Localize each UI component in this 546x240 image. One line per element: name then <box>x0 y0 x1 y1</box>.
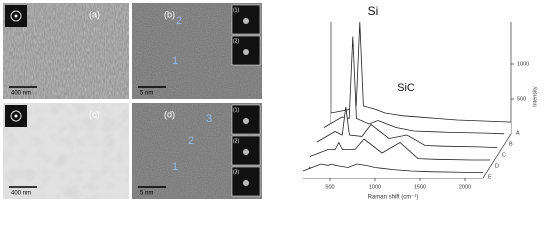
diffraction-ring <box>10 110 22 122</box>
series-label: E <box>488 174 492 180</box>
spectrum-line <box>309 138 490 161</box>
region-marker: 2 <box>176 15 182 27</box>
figure: (a) 400 nm (b) 5 nm (1) (2) 2 1 (c) 400 nm (d) 5 nm… <box>3 3 538 201</box>
fft-spot <box>243 18 249 24</box>
x-tick-label: 1000 <box>369 184 381 190</box>
fft-spot <box>243 180 249 186</box>
series-label: C <box>502 152 506 158</box>
annotation: SiC <box>397 82 415 94</box>
raman-chart: 500 1000 Intensity 500 1000 1500 2000 Raman shi… <box>302 4 538 201</box>
page: (a) 400 nm (b) 5 nm (1) (2) 2 1 (c) 400 nm (d) 5 nm… <box>3 3 539 201</box>
scale-bar-label: 400 nm <box>11 191 31 197</box>
x-tick-label: 2000 <box>459 184 471 190</box>
spectrum-line <box>302 163 483 173</box>
x-tick-label: 1500 <box>414 184 426 190</box>
annotation: Si <box>368 4 379 18</box>
region-marker: 3 <box>206 113 212 125</box>
fft-inset <box>231 104 261 135</box>
spectrum-line <box>316 106 498 148</box>
scale-bar-label: 400 nm <box>11 91 31 97</box>
inset-label: (3) <box>233 169 239 175</box>
region-marker: 1 <box>172 161 178 173</box>
region-marker: 2 <box>188 135 194 147</box>
scale-bar-label: 5 nm <box>140 91 153 97</box>
inset-label: (1) <box>233 7 239 13</box>
y-axis-label: Intensity <box>532 86 538 107</box>
panel-label: (b) <box>164 9 175 19</box>
inset-label: (2) <box>233 38 239 44</box>
y-tick-label: 1000 <box>517 61 529 67</box>
diffraction-ring <box>14 14 18 18</box>
scale-bar-label: 5 nm <box>140 191 153 197</box>
region-marker: 1 <box>172 55 178 67</box>
spectrum-line <box>323 36 505 135</box>
fft-spot <box>243 49 249 55</box>
spectrum-line <box>330 21 512 123</box>
panel-label: (a) <box>89 9 100 19</box>
x-axis-label: Raman shift (cm⁻¹) <box>368 195 419 201</box>
x-tick-label: 500 <box>325 184 334 190</box>
y-tick-label: 500 <box>517 96 526 102</box>
diffraction-ring <box>10 10 22 22</box>
tem-panels: (a) 400 nm (b) 5 nm (1) (2) 2 1 (c) 400 nm (d) 5 nm… <box>3 3 262 199</box>
inset-label: (2) <box>233 138 239 144</box>
inset-label: (1) <box>233 107 239 113</box>
series-label: D <box>495 163 499 169</box>
panel-label: (d) <box>164 109 175 119</box>
diffraction-ring <box>14 114 18 118</box>
fft-spot <box>243 149 249 155</box>
fft-spot <box>243 118 249 124</box>
series-occluder <box>310 139 490 167</box>
panel-label: (c) <box>89 109 100 119</box>
series-label: A <box>516 130 520 136</box>
series-label: B <box>509 141 513 147</box>
